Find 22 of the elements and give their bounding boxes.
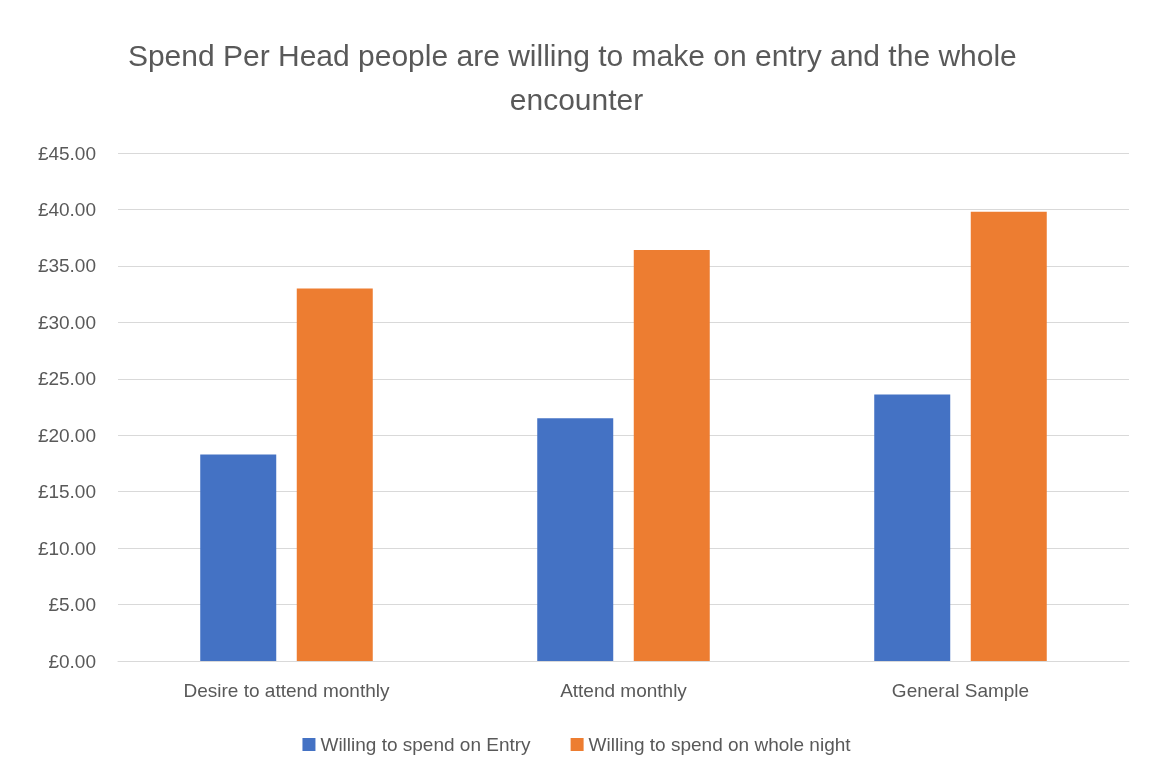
y-tick-label: £25.00 <box>37 368 96 390</box>
y-tick-label: £45.00 <box>37 142 96 164</box>
bar <box>633 250 710 661</box>
bar <box>537 418 614 661</box>
legend-label: Willing to spend on Entry <box>320 734 532 755</box>
y-tick-label: £40.00 <box>37 198 96 220</box>
y-tick-label: £20.00 <box>37 424 96 446</box>
bar <box>874 394 951 661</box>
bar <box>970 211 1047 661</box>
y-tick-label: £15.00 <box>37 481 96 503</box>
x-tick-label: Desire to attend monthly <box>183 680 390 701</box>
y-tick-label: £10.00 <box>37 537 96 559</box>
y-tick-label: £30.00 <box>37 311 96 333</box>
bar <box>200 454 277 661</box>
legend-label: Willing to spend on whole night <box>588 734 852 755</box>
x-tick-label: Attend monthly <box>560 680 688 701</box>
y-tick-label: £35.00 <box>37 255 96 277</box>
chart-title: Spend Per Head people are willing to make on entry and the whole encounter <box>127 38 1026 116</box>
bar <box>296 288 373 661</box>
y-tick-label: £5.00 <box>48 594 96 616</box>
x-tick-label: General Sample <box>891 680 1030 701</box>
y-tick-label: £0.00 <box>48 650 96 672</box>
